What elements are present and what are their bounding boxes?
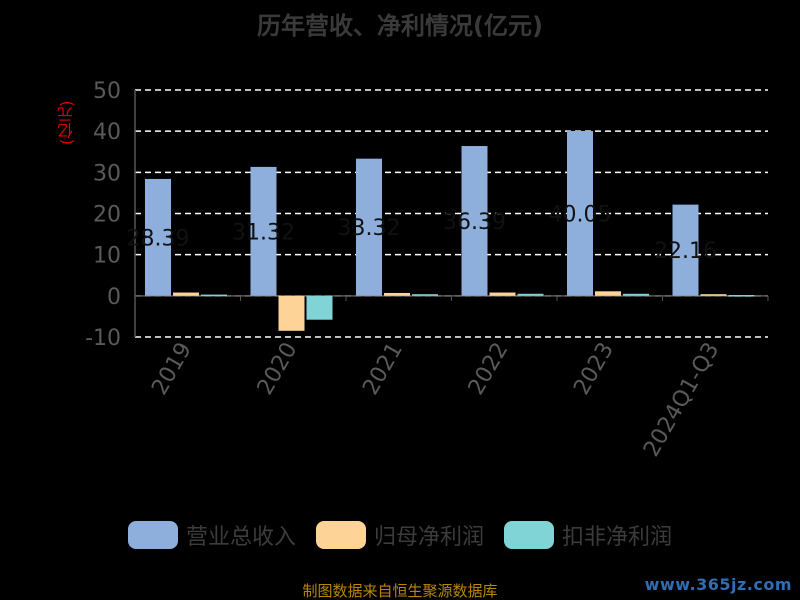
bar-revenue	[672, 204, 699, 296]
bar-chart: -10 0 10 20 30 40 50 28.39 2019 31.32 2020 33.32 202…	[85, 79, 769, 461]
x-category-label: 2019	[147, 338, 197, 399]
x-category-label: 2024Q1-Q3	[639, 338, 724, 461]
bar-deducted-profit	[728, 295, 755, 297]
chart-title: 历年营收、净利情况(亿元)	[257, 12, 543, 40]
bar-revenue	[250, 166, 277, 296]
bar-net-profit	[595, 291, 621, 296]
legend-label-deducted-profit: 扣非净利润	[562, 525, 673, 550]
y-tick-label: -10	[85, 326, 121, 351]
bar-data-label: 33.32	[338, 216, 401, 241]
legend-swatch-deducted-profit	[504, 521, 554, 549]
x-category-label: 2022	[464, 338, 514, 399]
bar-data-label: 40.05	[549, 202, 612, 227]
bar-revenue	[461, 146, 488, 296]
y-tick-label: 0	[107, 285, 121, 310]
legend-label-revenue: 营业总收入	[185, 525, 296, 550]
legend-item-revenue[interactable]: 营业总收入	[127, 519, 296, 551]
bar-deducted-profit	[623, 293, 649, 296]
x-category-label: 2021	[358, 338, 408, 399]
bar-net-profit	[173, 292, 199, 296]
source-note: 制图数据来自恒生聚源数据库	[302, 582, 498, 600]
bar-deducted-profit	[306, 295, 333, 320]
y-tick-label: 30	[93, 161, 121, 186]
y-tick-label: 10	[93, 244, 121, 269]
y-tick-label: 40	[93, 120, 121, 145]
y-tick-label: 50	[93, 79, 121, 104]
bar-revenue	[356, 158, 382, 296]
bar-deducted-profit	[517, 293, 544, 296]
legend-swatch-revenue	[127, 521, 178, 549]
bar-data-label: 31.32	[232, 220, 295, 245]
bar-deducted-profit	[201, 294, 227, 297]
legend-swatch-net-profit	[315, 521, 366, 549]
bar-net-profit	[700, 294, 727, 296]
bar-net-profit	[489, 292, 516, 296]
bar-data-label: 22.16	[654, 239, 717, 264]
bar-revenue	[145, 178, 171, 296]
bar-net-profit	[278, 295, 305, 331]
bar-deducted-profit	[412, 294, 438, 296]
x-category-label: 2020	[253, 338, 303, 399]
legend-label-net-profit: 归母净利润	[373, 525, 484, 550]
legend-item-deducted-profit[interactable]: 扣非净利润	[504, 519, 672, 551]
bar-net-profit	[384, 292, 410, 296]
legend: 营业总收入 归母净利润 扣非净利润	[0, 519, 800, 551]
bar-data-label: 28.39	[127, 226, 190, 251]
y-tick-label: 20	[93, 203, 121, 228]
bar-revenue	[567, 130, 593, 296]
bar-data-label: 36.39	[443, 210, 506, 235]
watermark-logo: www.365jz.com	[644, 575, 792, 594]
x-category-label: 2023	[569, 338, 619, 399]
legend-item-net-profit[interactable]: 归母净利润	[315, 519, 484, 551]
